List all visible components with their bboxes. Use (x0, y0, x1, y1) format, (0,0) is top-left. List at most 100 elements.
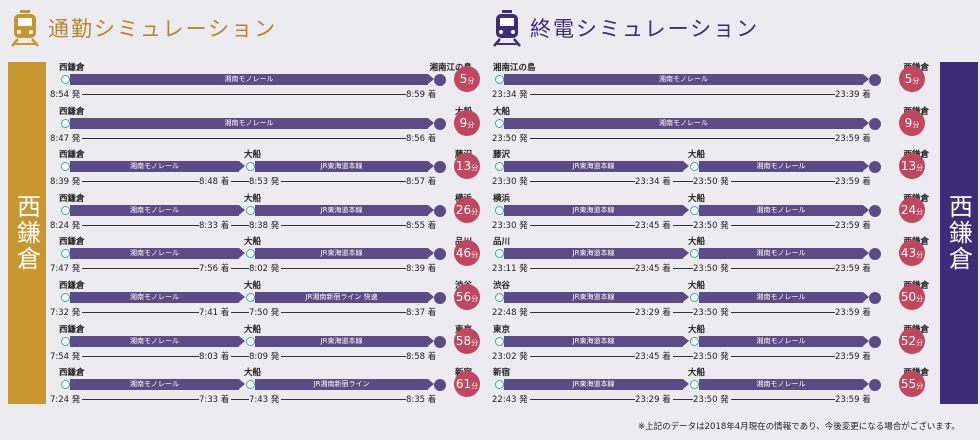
duration-badge: 50分 (899, 283, 925, 310)
arrow-icon (239, 379, 245, 390)
line-name: 湘南モノレール (70, 379, 239, 391)
arrow-icon (683, 161, 689, 172)
line-name: JR東海道本線 (504, 291, 683, 303)
station-name: 品川 (493, 237, 511, 248)
line-name: 湘南モノレール (70, 335, 239, 347)
time-line (500, 307, 861, 319)
line-name: 湘南モノレール (699, 248, 863, 260)
time-line-rule (66, 355, 422, 357)
time-line (66, 307, 426, 319)
duration-badge: 9分 (899, 109, 925, 136)
station-circle-icon (495, 380, 504, 390)
duration-badge: 5分 (454, 66, 480, 92)
station-circle-icon (246, 162, 255, 172)
station-end-dot (434, 117, 446, 130)
station-name: 湘南江の島 (493, 63, 536, 73)
line-segment: 湘南モノレール (70, 204, 245, 216)
last-train-routes: 湘南江の島西鎌倉湘南モノレール23:34 発23:39 着5分大船西鎌倉湘南モノ… (492, 63, 934, 412)
duration-minutes: 26 (455, 202, 472, 217)
transfer-departure-time: 23:50 発 (693, 176, 731, 189)
line-name: 湘南モノレール (699, 379, 863, 391)
line-segment: JR東海道本線 (504, 204, 689, 216)
departure-time: 8:39 発 (50, 176, 83, 189)
station-name: 大船 (688, 368, 706, 379)
arrow-icon (863, 379, 869, 390)
arrow-icon (863, 74, 869, 84)
duration-unit: 分 (912, 77, 920, 85)
duration-unit: 分 (471, 164, 479, 173)
route-row: 藤沢大船西鎌倉JR東海道本線湘南モノレール23:30 発23:34 着23:50… (492, 150, 934, 194)
duration-badge: 26分 (454, 196, 480, 223)
station-name: 渋谷 (493, 280, 511, 291)
line-name: 湘南モノレール (70, 161, 239, 173)
line-name: JR東海道本線 (255, 204, 428, 216)
time-line (66, 394, 426, 406)
line-name: JR東海道本線 (504, 335, 683, 347)
arrival-time: 23:59 着 (835, 394, 873, 407)
station-name: 大船 (244, 368, 262, 379)
duration-minutes: 13 (455, 159, 472, 174)
duration-unit: 分 (471, 294, 479, 303)
station-circle-icon (61, 162, 70, 172)
station-circle-icon (690, 205, 699, 215)
duration-minutes: 9 (459, 115, 468, 130)
duration-minutes: 61 (455, 377, 472, 392)
route-row: 西鎌倉大船渋谷湘南モノレールJR湘南新宿ライン 快速7:32 発7:41 着7:… (50, 281, 480, 325)
duration-minutes: 52 (900, 333, 917, 348)
line-segment: 湘南モノレール (699, 204, 869, 216)
duration-unit: 分 (912, 120, 920, 129)
departure-time: 23:11 発 (492, 263, 530, 276)
time-line-rule (66, 311, 422, 313)
line-name: JR湘南新宿ライン 快速 (255, 291, 428, 303)
transfer-arrival-time: 7:56 着 (199, 263, 232, 276)
time-line-rule (500, 399, 857, 401)
station-circle-icon (690, 162, 699, 172)
station-circle-icon (61, 380, 70, 390)
line-name: 湘南モノレール (699, 291, 863, 303)
duration-badge: 13分 (454, 153, 480, 180)
departure-time: 22:43 発 (492, 394, 530, 407)
duration-badge: 56分 (454, 283, 480, 310)
line-segment: 湘南モノレール (70, 335, 245, 347)
station-circle-icon (246, 249, 255, 259)
duration-badge: 5分 (899, 66, 925, 92)
station-name: 大船 (244, 237, 262, 248)
arrow-icon (428, 204, 434, 215)
line-segment: JR湘南新宿ライン 快速 (255, 291, 434, 303)
time-line-rule (500, 181, 857, 183)
departure-time: 22:48 発 (492, 306, 530, 319)
arrival-time: 8:57 着 (406, 176, 439, 189)
duration-badge: 52分 (899, 327, 925, 354)
arrival-time: 23:39 着 (835, 89, 873, 101)
station-name: 西鎌倉 (59, 368, 85, 379)
time-line (500, 263, 861, 275)
duration-badge: 46分 (454, 240, 480, 267)
time-line (500, 133, 861, 145)
station-end-dot (434, 379, 446, 392)
line-segment: JR東海道本線 (504, 335, 689, 347)
departure-time: 8:54 発 (50, 89, 83, 101)
line-segment: 湘南モノレール (70, 248, 245, 260)
duration-minutes: 13 (900, 159, 917, 174)
arrival-time: 8:58 着 (406, 350, 439, 363)
line-segment: 湘南モノレール (504, 117, 869, 129)
line-name: 湘南モノレール (699, 161, 863, 173)
duration-unit: 分 (916, 338, 924, 347)
departure-time: 23:34 発 (492, 89, 530, 101)
time-line (66, 176, 426, 188)
line-name: JR東海道本線 (504, 161, 683, 173)
line-name: JR東海道本線 (255, 335, 428, 347)
line-segment: 湘南モノレール (504, 74, 869, 85)
arrow-icon (239, 248, 245, 259)
station-end-dot (434, 291, 446, 304)
line-segment: JR東海道本線 (255, 248, 434, 260)
station-circle-icon (690, 380, 699, 390)
route-row: 品川大船西鎌倉JR東海道本線湘南モノレール23:11 発23:45 着23:50… (492, 237, 934, 281)
line-name: 湘南モノレール (70, 291, 239, 303)
line-segment: 湘南モノレール (699, 161, 869, 173)
station-name: 西鎌倉 (59, 237, 85, 248)
transfer-departure-time: 23:50 発 (693, 394, 731, 407)
duration-badge: 43分 (899, 240, 925, 267)
transfer-arrival-time: 7:33 着 (199, 394, 232, 407)
station-name: 東京 (493, 324, 511, 335)
